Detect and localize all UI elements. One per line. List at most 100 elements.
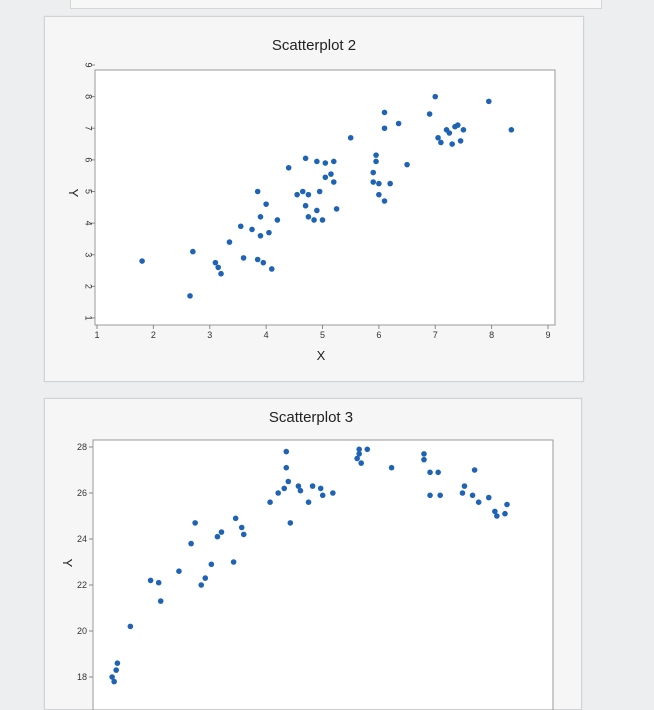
- data-point: [455, 122, 461, 128]
- data-point: [302, 202, 309, 209]
- data-point: [232, 515, 239, 522]
- data-point: [275, 490, 281, 496]
- x-tick-label: 7: [433, 330, 438, 340]
- y-axis-label: Y: [66, 189, 81, 198]
- data-point: [376, 191, 382, 198]
- data-point: [215, 264, 222, 271]
- data-point: [492, 508, 498, 515]
- data-point: [376, 180, 382, 187]
- data-point: [435, 134, 441, 141]
- y-tick-label: 9: [84, 62, 94, 67]
- data-point: [237, 223, 244, 230]
- data-point: [373, 152, 379, 158]
- data-point: [460, 127, 467, 133]
- data-point: [370, 179, 377, 185]
- x-tick-label: 2: [151, 330, 156, 340]
- y-tick-label: 8: [84, 94, 94, 99]
- data-point: [421, 451, 427, 457]
- data-point: [459, 490, 466, 496]
- data-point: [486, 98, 492, 105]
- data-point: [238, 524, 245, 531]
- data-point: [267, 499, 273, 506]
- data-point: [147, 577, 154, 584]
- data-point: [427, 492, 433, 499]
- data-point: [494, 513, 500, 519]
- data-point: [485, 494, 492, 501]
- data-point: [322, 160, 329, 166]
- data-point: [388, 464, 395, 471]
- data-point: [330, 179, 337, 185]
- data-point: [435, 469, 441, 476]
- x-tick-label: 4: [264, 330, 269, 340]
- x-axis-label: X: [317, 348, 326, 363]
- y-tick-label: 1: [84, 315, 94, 320]
- data-point: [475, 499, 482, 506]
- data-point: [155, 579, 162, 586]
- data-point: [319, 217, 326, 223]
- data-point: [212, 259, 219, 266]
- data-point: [347, 134, 354, 141]
- data-point: [285, 164, 292, 171]
- chart-title: Scatterplot 2: [272, 37, 356, 54]
- data-point: [208, 561, 215, 568]
- data-point: [254, 188, 261, 195]
- data-point: [381, 198, 388, 204]
- data-point: [461, 483, 468, 489]
- y-tick-label: 7: [84, 126, 94, 131]
- data-point: [299, 188, 306, 195]
- data-point: [421, 456, 427, 463]
- data-point: [314, 207, 320, 214]
- y-tick-label: 24: [77, 534, 87, 544]
- data-point: [283, 464, 290, 471]
- data-point: [395, 120, 402, 127]
- data-point: [381, 109, 388, 116]
- y-tick-label: 6: [84, 157, 94, 162]
- data-point: [404, 161, 410, 168]
- y-axis-label: Y: [60, 559, 75, 568]
- data-point: [214, 533, 221, 540]
- y-tick-label: 26: [77, 488, 87, 498]
- y-tick-label: 18: [77, 672, 87, 682]
- data-point: [285, 478, 292, 485]
- data-point: [127, 623, 134, 630]
- data-point: [113, 667, 119, 673]
- data-point: [188, 540, 194, 547]
- data-point: [297, 487, 304, 494]
- data-point: [176, 568, 182, 574]
- data-point: [257, 232, 264, 239]
- data-point: [317, 485, 324, 492]
- x-tick-label: 3: [207, 330, 212, 340]
- data-point: [508, 127, 515, 133]
- data-point: [294, 191, 300, 198]
- data-point: [309, 483, 316, 489]
- plot-area: [94, 69, 556, 326]
- y-tick-label: 22: [77, 580, 87, 590]
- data-point: [257, 214, 264, 220]
- data-point: [316, 188, 323, 195]
- x-tick-label: 1: [94, 330, 99, 340]
- data-point: [330, 490, 336, 496]
- data-point: [438, 139, 444, 146]
- data-point: [328, 171, 334, 177]
- data-point: [202, 575, 209, 581]
- data-point: [187, 293, 193, 299]
- data-point: [218, 529, 225, 535]
- plot-area: [92, 439, 554, 710]
- chart-title: Scatterplot 3: [269, 409, 353, 426]
- data-point: [295, 483, 302, 489]
- data-point: [471, 467, 478, 473]
- data-point: [311, 217, 317, 223]
- data-point: [314, 158, 320, 165]
- y-tick-label: 3: [84, 252, 94, 257]
- data-point: [446, 130, 453, 136]
- data-point: [302, 155, 309, 162]
- data-point: [114, 660, 121, 666]
- data-point: [356, 446, 362, 453]
- data-point: [254, 256, 261, 263]
- data-point: [226, 239, 233, 245]
- data-point: [240, 255, 247, 261]
- data-point: [381, 125, 388, 132]
- data-point: [426, 111, 433, 117]
